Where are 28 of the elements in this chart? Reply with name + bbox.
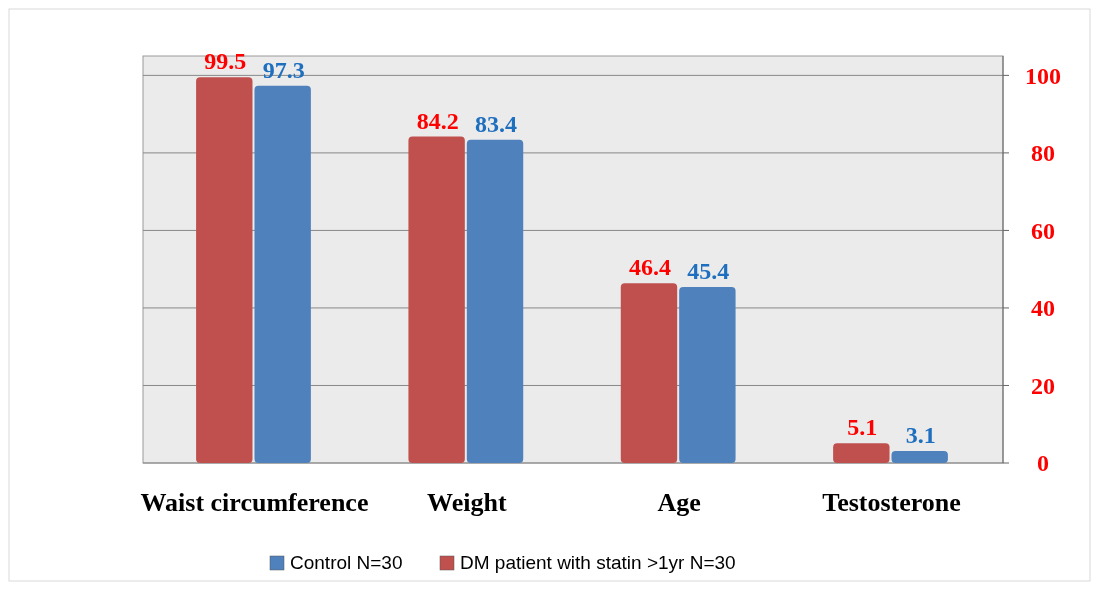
y-tick-label: 40 [1031, 295, 1055, 322]
legend-label: DM patient with statin >1yr N=30 [460, 552, 736, 573]
x-tick-label: Testosterone [822, 488, 961, 517]
data-label: 97.3 [262, 56, 305, 83]
data-label: 83.4 [475, 110, 518, 137]
data-label: 99.5 [204, 48, 247, 75]
bar [254, 85, 311, 463]
bar [891, 450, 948, 463]
bar [620, 283, 678, 463]
bar [408, 136, 465, 463]
bar [466, 139, 524, 463]
bar [679, 287, 736, 463]
y-tick-label: 0 [1037, 450, 1049, 477]
bar [196, 77, 253, 463]
data-label: 5.1 [847, 414, 878, 441]
data-label: 45.4 [687, 258, 730, 285]
data-label: 46.4 [628, 254, 671, 281]
legend-label: Control N=30 [290, 552, 403, 573]
x-tick-label: Waist circumference [140, 488, 369, 517]
y-tick-label: 60 [1031, 217, 1055, 244]
y-tick-label: 100 [1025, 62, 1061, 89]
data-label: 84.2 [416, 107, 459, 134]
x-tick-label: Weight [427, 488, 507, 517]
bar [833, 443, 890, 463]
x-tick-label: Age [657, 488, 701, 517]
y-tick-label: 80 [1031, 140, 1055, 167]
y-tick-label: 20 [1031, 372, 1055, 399]
data-label: 3.1 [905, 421, 936, 448]
